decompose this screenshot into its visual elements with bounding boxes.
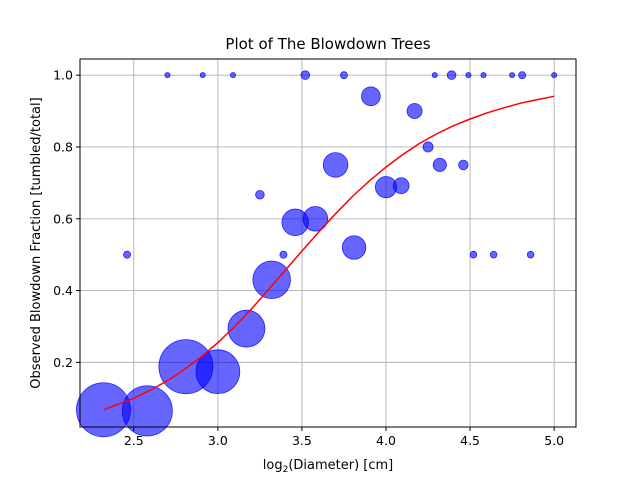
- x-axis-title-suffix: (Diameter) [cm]: [288, 458, 393, 473]
- data-points: [76, 70, 558, 438]
- data-point: [361, 86, 381, 107]
- y-tick-label: 0.8: [53, 139, 73, 154]
- data-point: [195, 349, 241, 394]
- data-point: [121, 385, 173, 437]
- x-tick-label: 2.5: [124, 433, 144, 448]
- y-tick-label: 1.0: [53, 68, 73, 83]
- fit-curve: [103, 95, 555, 411]
- data-point: [518, 71, 527, 80]
- data-point: [489, 250, 498, 259]
- data-point: [199, 72, 206, 79]
- grid-lines: [80, 59, 576, 427]
- data-point: [480, 72, 487, 79]
- data-point: [340, 71, 348, 80]
- data-point: [458, 159, 469, 171]
- data-point: [252, 260, 291, 299]
- data-point: [255, 189, 265, 200]
- data-point: [469, 250, 478, 259]
- y-tick-label: 0.6: [53, 211, 73, 226]
- y-tick-label: 0.2: [53, 355, 73, 370]
- x-axis-ticks: 2.5 3.0 3.5 4.0 4.5 5.0: [124, 427, 564, 448]
- data-point: [300, 70, 311, 80]
- data-point: [341, 235, 367, 260]
- data-point: [164, 72, 171, 79]
- chart-title: Plot of The Blowdown Trees: [225, 35, 430, 53]
- x-tick-label: 5.0: [544, 433, 564, 448]
- data-point: [551, 72, 558, 79]
- y-axis-title: Observed Blowdown Fraction [tumbled/tota…: [29, 97, 44, 388]
- x-axis-title-prefix: log: [263, 458, 283, 473]
- data-point: [123, 250, 132, 259]
- data-point: [526, 250, 535, 259]
- data-point: [465, 72, 472, 79]
- data-point: [406, 103, 423, 119]
- data-point: [322, 152, 349, 178]
- data-point: [302, 206, 329, 232]
- data-point: [431, 72, 438, 79]
- data-point: [509, 72, 516, 79]
- data-point: [422, 141, 434, 153]
- data-point: [230, 72, 237, 79]
- data-point: [392, 177, 410, 195]
- x-tick-label: 3.5: [292, 433, 312, 448]
- data-point: [446, 70, 457, 80]
- x-axis-title-subscript: 2: [283, 465, 289, 475]
- data-point: [279, 250, 288, 259]
- y-axis-ticks: 0.2 0.4 0.6 0.8 1.0: [53, 68, 80, 370]
- y-tick-label: 0.4: [53, 283, 73, 298]
- x-tick-label: 4.5: [460, 433, 480, 448]
- data-point: [432, 157, 447, 172]
- plot-frame: [79, 58, 577, 428]
- x-axis-title: log2(Diameter) [cm]: [263, 458, 393, 475]
- x-tick-label: 3.0: [208, 433, 228, 448]
- x-tick-label: 4.0: [376, 433, 396, 448]
- data-point: [227, 309, 266, 348]
